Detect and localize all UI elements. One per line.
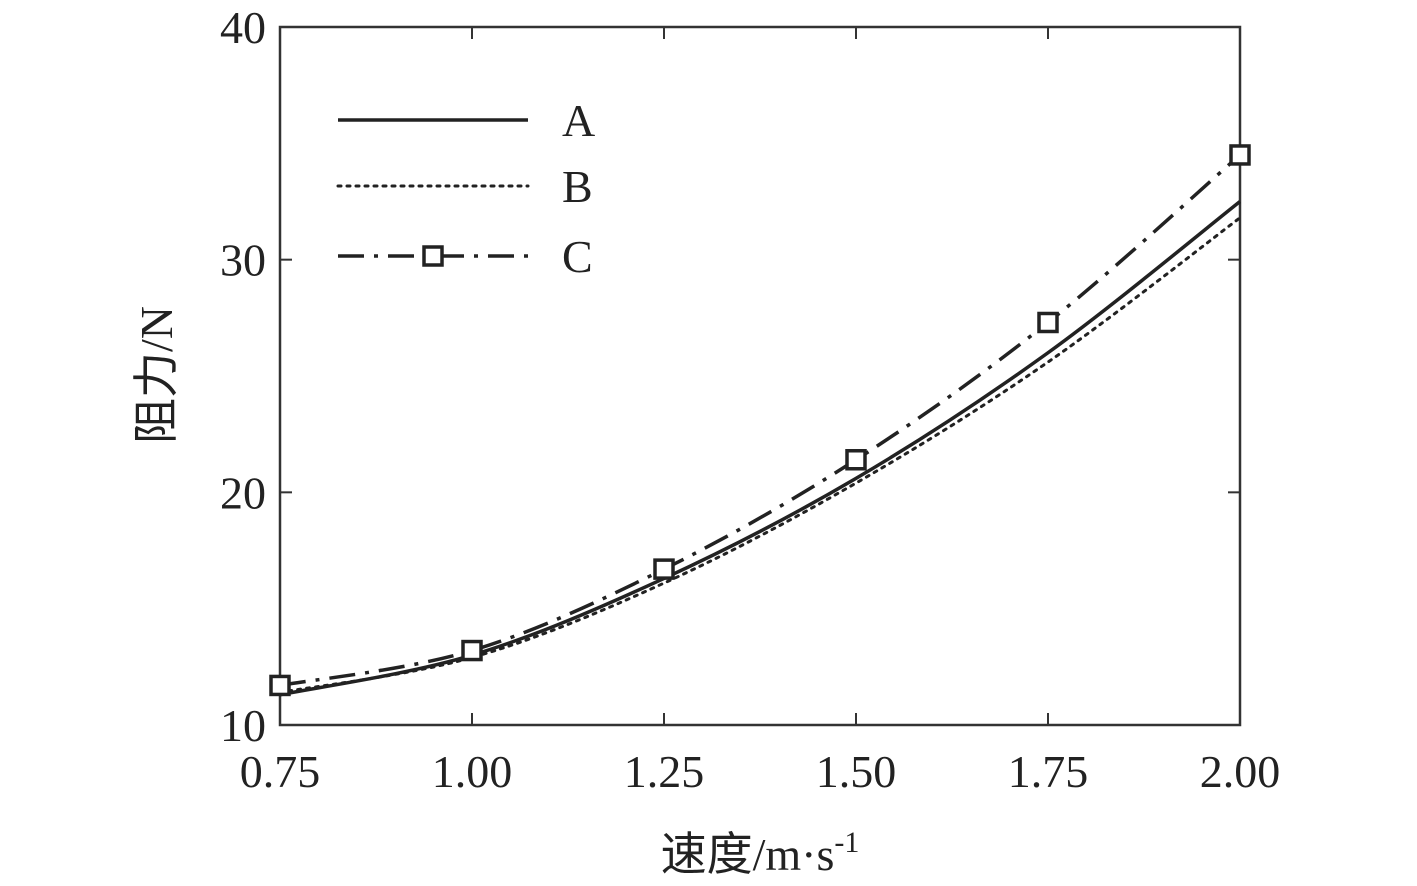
legend: ABC <box>336 95 595 282</box>
y-tick-label: 20 <box>220 467 266 518</box>
series-lines <box>278 153 1242 697</box>
x-tick-label: 0.75 <box>240 746 321 797</box>
series-marker-c <box>461 639 483 662</box>
legend-marker-c <box>422 245 444 267</box>
y-axis-label: 阻力/N <box>131 306 182 444</box>
series-marker-c <box>269 674 291 697</box>
series-marker-c <box>1229 144 1251 166</box>
y-tick-label: 30 <box>220 235 266 286</box>
series-markers <box>269 144 1251 697</box>
plot-frame <box>278 25 1242 727</box>
y-tick-label: 10 <box>220 700 266 751</box>
legend-label-b: B <box>562 161 593 212</box>
legend-label-a: A <box>562 95 595 146</box>
plot-area-border <box>278 25 1242 727</box>
x-tick-label: 1.75 <box>1008 746 1089 797</box>
series-marker-c <box>1037 311 1059 334</box>
legend-label-c: C <box>562 231 593 282</box>
series-marker-c <box>653 558 675 580</box>
x-tick-label: 1.00 <box>432 746 513 797</box>
x-tick-label: 1.25 <box>624 746 705 797</box>
tick-labels: 0.75 1.00 1.25 1.50 1.75 2.00 10 20 30 40 <box>220 2 1280 797</box>
series-line-c <box>279 153 1242 688</box>
x-tick-label: 1.50 <box>816 746 897 797</box>
x-axis-label-superscript: -1 <box>834 826 859 859</box>
series-line-b <box>278 216 1242 694</box>
x-tick-label: 2.00 <box>1200 746 1281 797</box>
series-marker-c <box>845 449 867 471</box>
series-line-a <box>279 200 1242 697</box>
axis-ticks <box>279 26 1241 726</box>
y-tick-label: 40 <box>220 2 266 53</box>
x-axis-label: 速度/m·s-1 <box>661 826 860 880</box>
